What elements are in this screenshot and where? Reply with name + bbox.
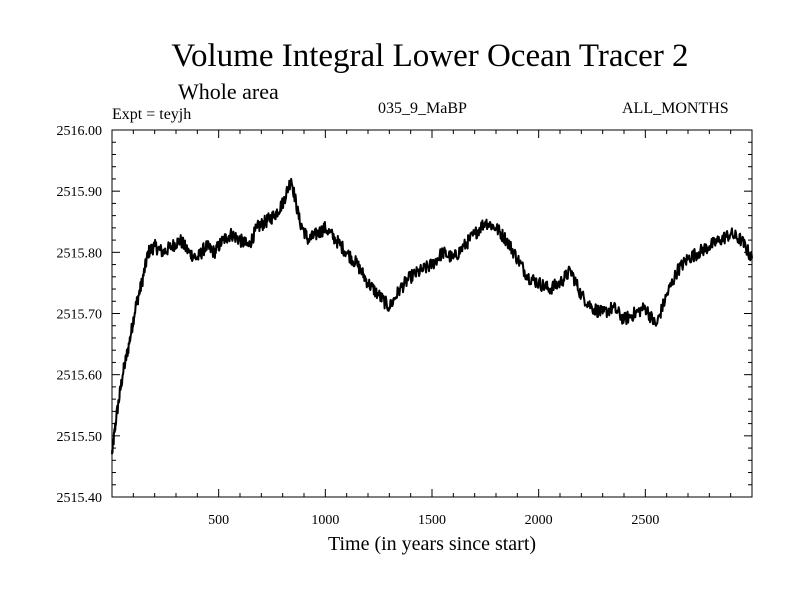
y-tick-label: 2515.80	[57, 246, 103, 261]
y-tick-label: 2516.00	[57, 124, 103, 139]
chart-subtitle: Whole area	[178, 79, 279, 104]
x-tick-label: 1000	[311, 513, 339, 528]
chart-title: Volume Integral Lower Ocean Tracer 2	[171, 38, 689, 74]
axis-ticks	[112, 130, 752, 497]
x-tick-label: 2500	[631, 513, 659, 528]
x-tick-label: 500	[208, 513, 229, 528]
y-tick-label: 2515.70	[57, 308, 103, 323]
y-tick-label: 2515.50	[57, 430, 103, 445]
x-tick-label: 2000	[525, 513, 553, 528]
y-tick-label: 2515.90	[57, 185, 103, 200]
y-tick-label: 2515.60	[57, 369, 103, 384]
x-tick-label: 1500	[418, 513, 446, 528]
tick-labels: 500 1000 1500 2000 2500 2515.40 2515.50 2515.60…	[57, 124, 660, 528]
experiment-name: 035_9_MaBP	[378, 100, 467, 117]
series-line	[111, 177, 753, 455]
x-axis-label: Time (in years since start)	[327, 533, 537, 555]
experiment-label: Expt = teyjh	[112, 106, 192, 123]
months-label: ALL_MONTHS	[622, 100, 729, 117]
plot-frame	[111, 129, 753, 498]
y-tick-label: 2515.40	[57, 491, 103, 506]
